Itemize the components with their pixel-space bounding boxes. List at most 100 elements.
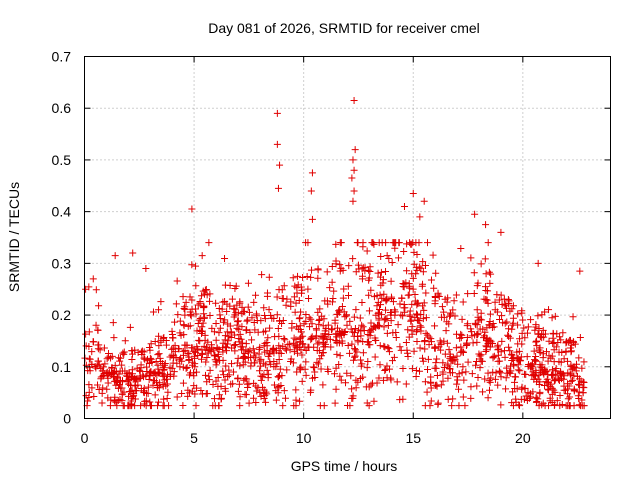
data-point [130, 390, 138, 398]
data-point [126, 323, 134, 331]
data-point [486, 317, 494, 325]
data-point [131, 387, 139, 395]
data-point [163, 371, 171, 379]
data-point [453, 330, 461, 338]
data-point [287, 355, 295, 363]
data-point [574, 392, 582, 400]
data-point [535, 325, 543, 333]
data-point [253, 312, 261, 320]
data-point [378, 311, 386, 319]
data-point [348, 340, 356, 348]
data-point [564, 357, 572, 365]
data-point [308, 215, 316, 223]
data-point [393, 378, 401, 386]
x-tick-label: 15 [405, 430, 421, 446]
data-point [431, 381, 439, 389]
data-point [575, 401, 583, 409]
data-point [164, 388, 172, 396]
data-point [470, 289, 478, 297]
data-point [551, 367, 559, 375]
data-point [460, 376, 468, 384]
data-point [155, 350, 163, 358]
data-point [171, 318, 179, 326]
data-point [564, 369, 572, 377]
plot-frame [84, 56, 611, 419]
data-point [394, 321, 402, 329]
data-point [329, 298, 337, 306]
data-point [331, 319, 339, 327]
data-point [136, 367, 144, 375]
data-point [212, 319, 220, 327]
data-point [576, 267, 584, 275]
data-point [101, 360, 109, 368]
data-point [530, 356, 538, 364]
data-point [290, 334, 298, 342]
data-point [486, 279, 494, 287]
data-point [416, 322, 424, 330]
data-point [509, 319, 517, 327]
data-point [123, 370, 131, 378]
data-point [451, 357, 459, 365]
data-point [264, 334, 272, 342]
data-point [276, 161, 284, 169]
data-point [346, 317, 354, 325]
data-point [419, 302, 427, 310]
data-point [296, 364, 304, 372]
data-point [94, 381, 102, 389]
data-point [575, 375, 583, 383]
data-point [385, 348, 393, 356]
data-point [551, 375, 559, 383]
data-point [409, 190, 417, 198]
data-point [192, 310, 200, 318]
data-point [454, 360, 462, 368]
data-point [542, 378, 550, 386]
data-point [530, 347, 538, 355]
data-point [273, 311, 281, 319]
y-tick-label: 0.3 [52, 255, 72, 271]
data-point [182, 298, 190, 306]
data-point [374, 309, 382, 317]
data-point [302, 239, 310, 247]
data-point [508, 351, 516, 359]
data-point [477, 260, 485, 268]
data-point [335, 361, 343, 369]
data-point [452, 344, 460, 352]
data-point [276, 365, 284, 373]
data-point [199, 350, 207, 358]
data-point [445, 365, 453, 373]
data-point [242, 340, 250, 348]
data-point [141, 397, 149, 405]
data-point [357, 356, 365, 364]
data-point [498, 337, 506, 345]
data-point [542, 348, 550, 356]
data-point [497, 348, 505, 356]
data-point [354, 239, 362, 247]
data-point [188, 361, 196, 369]
data-point [260, 304, 268, 312]
data-point [185, 350, 193, 358]
data-point [207, 348, 215, 356]
data-point [248, 314, 256, 322]
data-point [553, 397, 561, 405]
data-point [252, 291, 260, 299]
data-point [192, 402, 200, 410]
data-point [534, 259, 542, 267]
data-point [330, 287, 338, 295]
y-tick-labels: 0 0.1 0.2 0.3 0.4 0.5 0.6 0.7 [52, 49, 72, 427]
data-point [261, 339, 269, 347]
data-point [437, 341, 445, 349]
data-point [108, 364, 116, 372]
data-point [518, 383, 526, 391]
data-point [407, 317, 415, 325]
data-point [274, 184, 282, 192]
data-point [562, 347, 570, 355]
y-tick-label: 0.5 [52, 152, 72, 168]
data-point [391, 244, 399, 252]
data-point [212, 361, 220, 369]
data-point [151, 377, 159, 385]
data-point [514, 340, 522, 348]
data-point [240, 376, 248, 384]
data-point [305, 314, 313, 322]
data-point [240, 352, 248, 360]
data-point [419, 315, 427, 323]
